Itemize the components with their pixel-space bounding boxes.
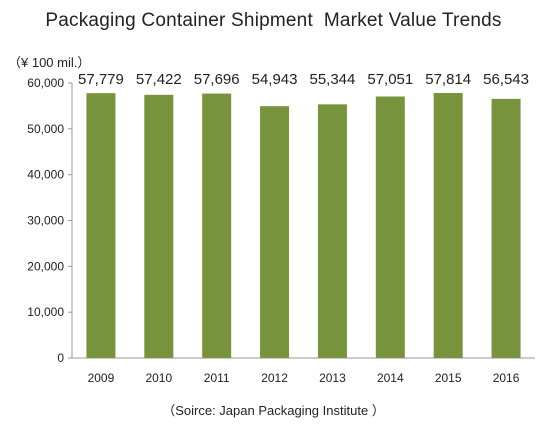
data-label-2010: 57,422 xyxy=(136,71,182,88)
bar-2013 xyxy=(317,104,347,358)
x-tick-label: 2009 xyxy=(88,371,115,385)
x-tick-label: 2011 xyxy=(204,371,230,385)
x-tick-label: 2013 xyxy=(319,371,346,385)
x-tick-label: 2014 xyxy=(377,371,404,385)
x-tick-label: 2016 xyxy=(493,371,520,385)
bar-2010 xyxy=(144,94,174,359)
x-tick-label: 2012 xyxy=(261,371,288,385)
chart-title: Packaging Container Shipment Market Valu… xyxy=(45,10,502,31)
data-label-2012: 54,943 xyxy=(252,71,298,88)
bar-2011 xyxy=(202,93,232,358)
data-label-2014: 57,051 xyxy=(367,71,413,88)
bar-2016 xyxy=(491,98,521,359)
x-tick-label: 2015 xyxy=(435,371,462,385)
y-tick-label: 60,000 xyxy=(27,76,64,90)
bar-2009 xyxy=(86,93,116,359)
data-label-2009: 57,779 xyxy=(78,71,124,88)
bar-2012 xyxy=(260,106,290,358)
data-label-2011: 57,696 xyxy=(194,71,240,88)
y-tick-label: 20,000 xyxy=(27,259,64,273)
y-axis-unit-label: （¥ 100 mil.） xyxy=(8,55,91,70)
source-note: （Soirce: Japan Packaging Institute ） xyxy=(162,403,385,418)
data-label-2016: 56,543 xyxy=(483,71,529,88)
y-tick-label: 10,000 xyxy=(27,305,64,319)
x-tick-label: 2010 xyxy=(145,371,172,385)
data-label-2013: 55,344 xyxy=(309,71,355,88)
data-label-2015: 57,814 xyxy=(425,71,471,88)
y-tick-label: 0 xyxy=(57,351,64,365)
bar-2015 xyxy=(433,93,463,358)
bar-2014 xyxy=(375,96,405,359)
y-tick-label: 40,000 xyxy=(27,168,64,182)
y-tick-label: 50,000 xyxy=(27,122,64,136)
y-tick-label: 30,000 xyxy=(27,214,64,228)
